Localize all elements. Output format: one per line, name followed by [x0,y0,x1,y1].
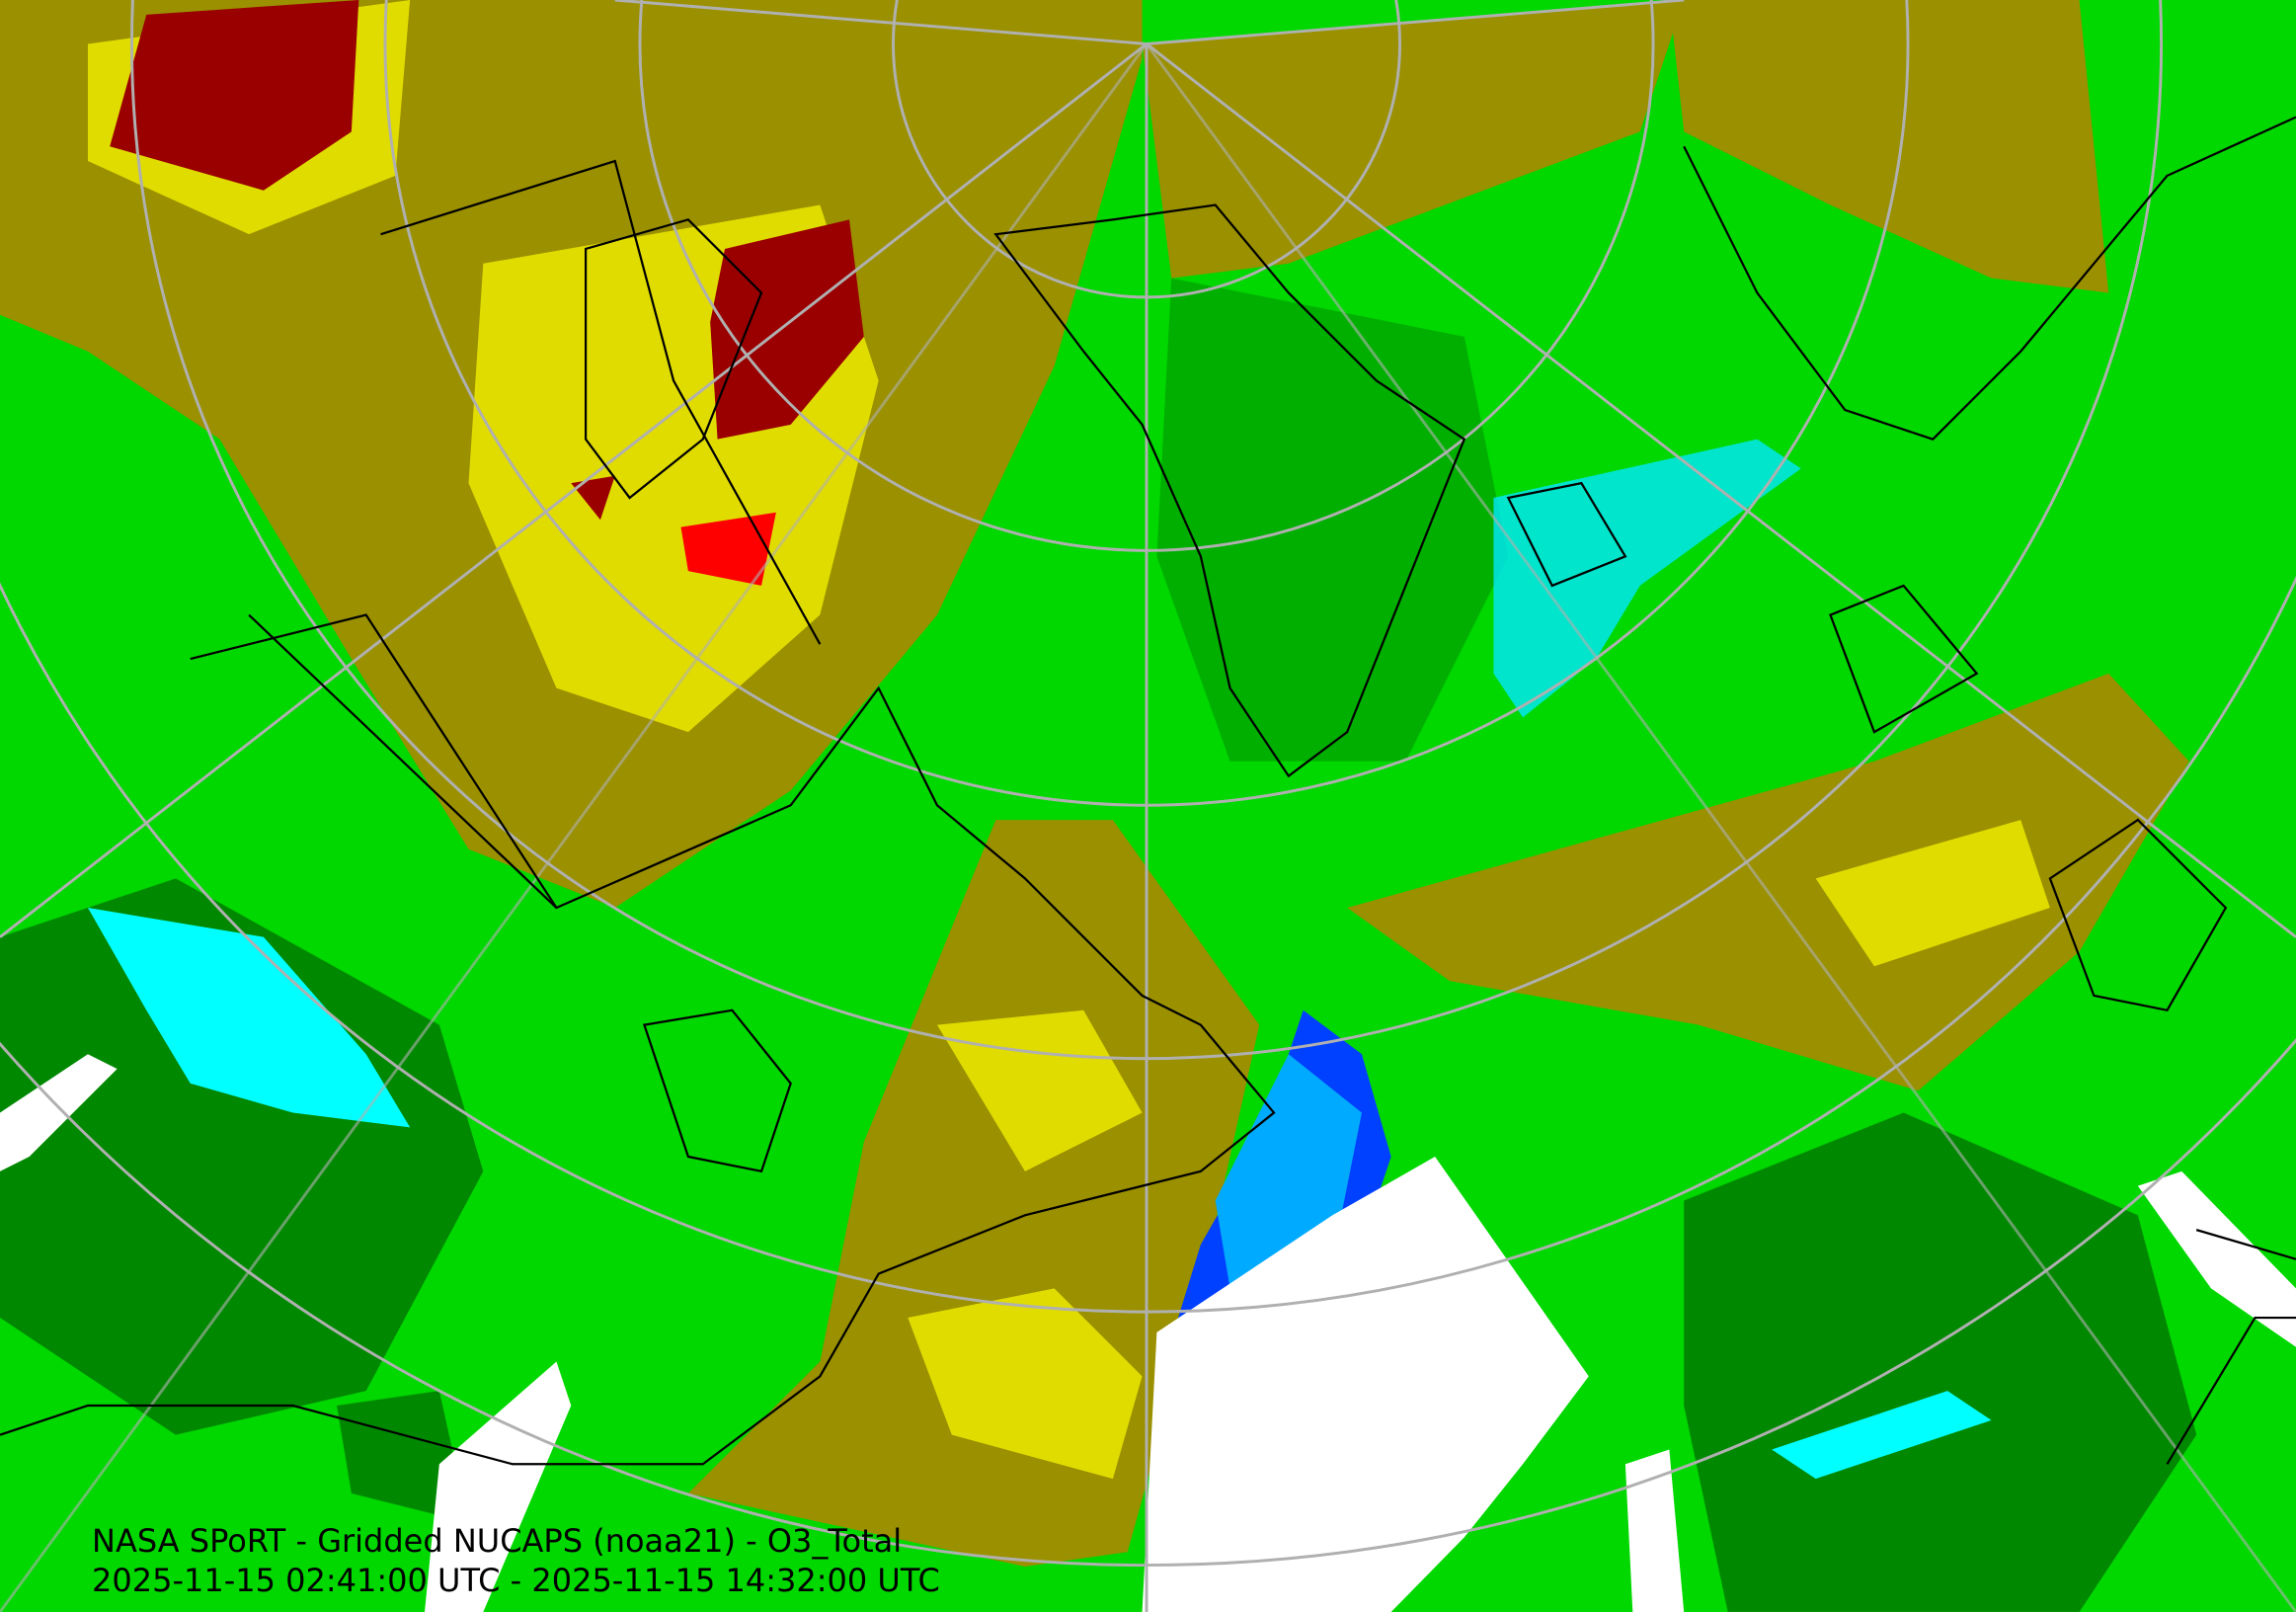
no-data-regions [0,1054,2296,1612]
coastlines-borders [0,116,2296,1466]
map-caption: NASA SPoRT - Gridded NUCAPS (noaa21) - O… [92,1521,940,1600]
caption-title: NASA SPoRT - Gridded NUCAPS (noaa21) - O… [92,1522,903,1560]
caption-time-range: 2025-11-15 02:41:00 UTC - 2025-11-15 14:… [92,1562,940,1599]
high-ozone-regions [110,0,864,586]
dark-green-regions [0,278,2197,1612]
